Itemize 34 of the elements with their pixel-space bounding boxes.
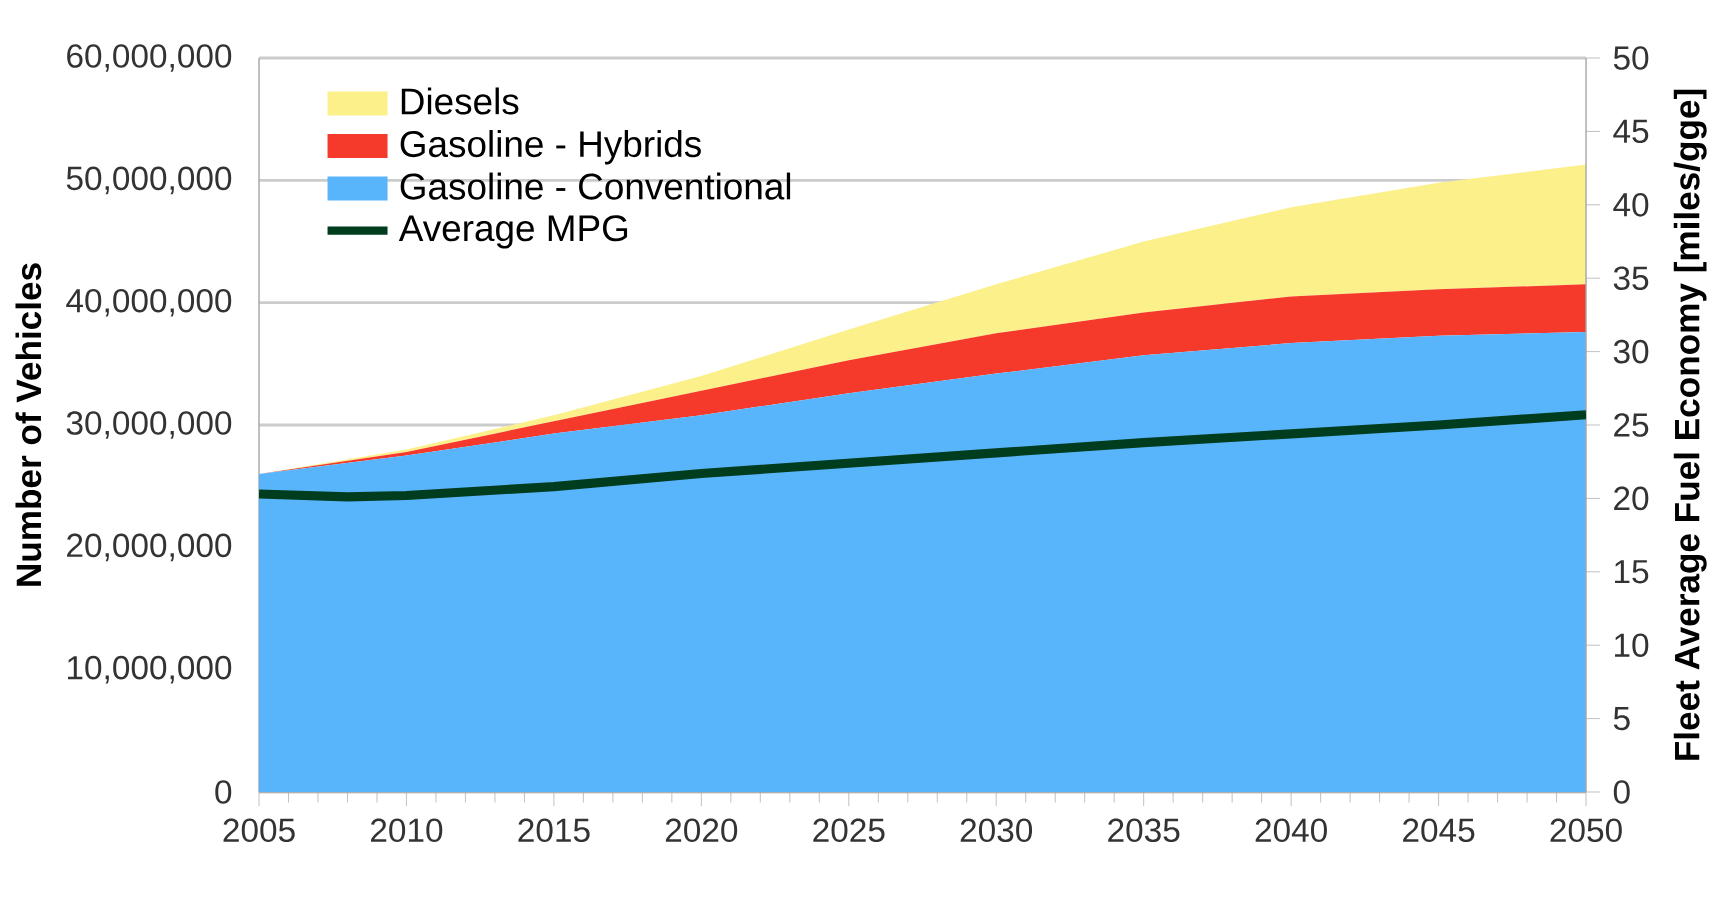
y-tick-label: 30,000,000 bbox=[66, 411, 232, 439]
y2-tick-label: 35 bbox=[1613, 266, 1649, 291]
x-tick-label: 2035 bbox=[1108, 818, 1180, 843]
y-tick-label: 0 bbox=[215, 780, 232, 804]
y-tick-label: 10,000,000 bbox=[67, 655, 232, 684]
y2-axis-title: Fleet Average Fuel Economy [miles/gge] bbox=[1673, 89, 1707, 760]
y2-tick-label: 20 bbox=[1614, 486, 1649, 511]
y2-tick-label: 10 bbox=[1615, 633, 1649, 658]
x-tick-label: 2005 bbox=[223, 818, 295, 843]
y2-tick-label: 45 bbox=[1613, 119, 1649, 144]
legend-label: Diesels bbox=[401, 87, 519, 115]
x-tick-label: 2040 bbox=[1255, 818, 1327, 843]
x-tick-label: 2010 bbox=[370, 818, 443, 843]
y2-tick-label: 5 bbox=[1613, 706, 1630, 731]
x-tick-label: 2030 bbox=[960, 818, 1033, 843]
y-tick-label: 50,000,000 bbox=[66, 166, 232, 195]
y2-tick-label: 50 bbox=[1613, 46, 1649, 70]
y2-tick-label: 0 bbox=[1613, 780, 1630, 804]
x-tick-label: 2015 bbox=[518, 818, 590, 843]
x-tick-label: 2020 bbox=[665, 818, 738, 843]
x-tick-label: 2025 bbox=[813, 818, 885, 843]
y-tick-label: 40,000,000 bbox=[66, 288, 232, 317]
y-tick-label: 60,000,000 bbox=[67, 44, 232, 72]
y-tick-label: 20,000,000 bbox=[67, 533, 232, 562]
x-tick-label: 2050 bbox=[1550, 818, 1622, 843]
legend-label: Average MPG bbox=[398, 215, 628, 249]
y2-tick-label: 25 bbox=[1614, 413, 1649, 437]
legend-label: Gasoline - Conventional bbox=[400, 172, 791, 200]
y-axis-title: Number of Vehicles bbox=[15, 263, 42, 586]
y2-tick-label: 15 bbox=[1615, 560, 1649, 584]
y2-tick-label: 30 bbox=[1613, 339, 1649, 364]
y2-tick-label: 40 bbox=[1613, 192, 1649, 217]
x-tick-label: 2045 bbox=[1403, 818, 1475, 843]
legend-label: Gasoline - Hybrids bbox=[400, 130, 701, 165]
